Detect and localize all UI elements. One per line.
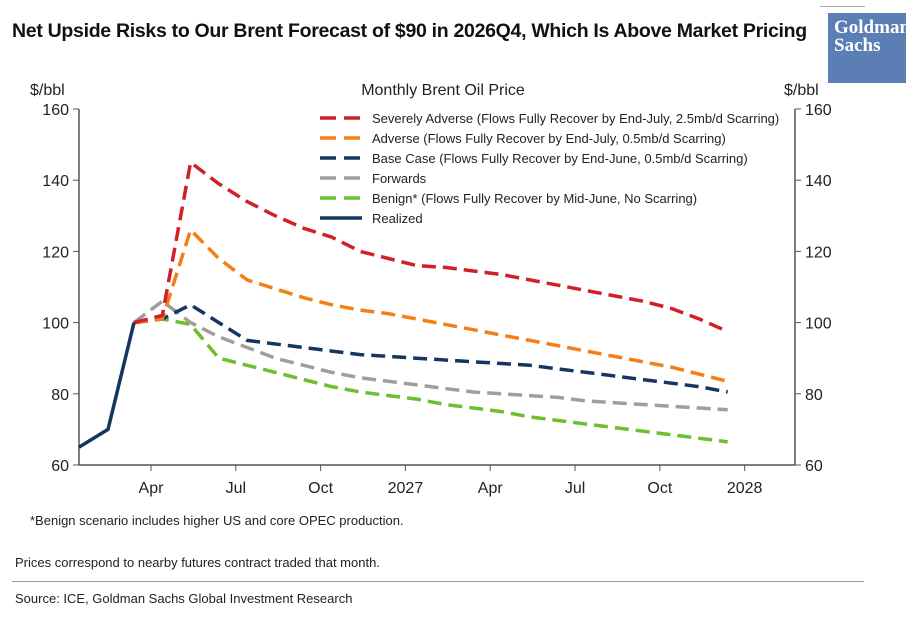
legend-label: Adverse (Flows Fully Recover by End-July… bbox=[372, 131, 726, 146]
x-tick-label: Oct bbox=[308, 480, 333, 497]
series-line-adverse bbox=[133, 228, 729, 383]
x-tick-label: 2027 bbox=[388, 480, 424, 497]
y-tick-label-right: 140 bbox=[805, 173, 832, 190]
series-line-realized bbox=[77, 322, 136, 449]
y-tick-label-right: 60 bbox=[805, 458, 823, 475]
x-tick-label: Apr bbox=[478, 480, 504, 497]
series-line-forwards bbox=[132, 299, 728, 412]
legend-label: Severely Adverse (Flows Fully Recover by… bbox=[372, 111, 779, 126]
y-tick-label-left: 60 bbox=[51, 458, 69, 475]
x-tick-label: Apr bbox=[139, 480, 165, 497]
series-line-base bbox=[133, 303, 729, 394]
y-axis-label-right: $/bbl bbox=[784, 82, 819, 99]
series-line-benign bbox=[133, 317, 728, 444]
top-rule bbox=[820, 6, 865, 7]
x-tick-label: Jul bbox=[226, 480, 246, 497]
y-tick-label-left: 160 bbox=[42, 102, 69, 119]
y-tick-label-right: 80 bbox=[805, 387, 823, 404]
footnote: *Benign scenario includes higher US and … bbox=[30, 513, 404, 528]
source: Source: ICE, Goldman Sachs Global Invest… bbox=[15, 591, 353, 606]
divider bbox=[12, 581, 864, 582]
y-tick-label-right: 100 bbox=[805, 316, 832, 333]
y-tick-label-left: 120 bbox=[42, 244, 69, 261]
legend-label: Forwards bbox=[372, 171, 427, 186]
x-tick-label: Jul bbox=[565, 480, 585, 497]
legend-label: Realized bbox=[372, 211, 423, 226]
y-tick-label-right: 160 bbox=[805, 102, 832, 119]
legend-label: Base Case (Flows Fully Recover by End-Ju… bbox=[372, 151, 748, 166]
x-tick-label: 2028 bbox=[727, 480, 763, 497]
y-tick-label-left: 140 bbox=[42, 173, 69, 190]
y-tick-label-right: 120 bbox=[805, 244, 832, 261]
goldman-sachs-logo: Goldman Sachs bbox=[828, 13, 910, 83]
y-tick-label-left: 100 bbox=[42, 316, 69, 333]
y-axis-label-left: $/bbl bbox=[30, 82, 65, 99]
y-tick-label-left: 80 bbox=[51, 387, 69, 404]
x-tick-label: Oct bbox=[647, 480, 672, 497]
price-note: Prices correspond to nearby futures cont… bbox=[15, 555, 380, 570]
series-line-severely bbox=[133, 160, 729, 334]
chart-title: Monthly Brent Oil Price bbox=[361, 82, 525, 99]
chart-headline: Net Upside Risks to Our Brent Forecast o… bbox=[12, 20, 807, 42]
legend-label: Benign* (Flows Fully Recover by Mid-June… bbox=[372, 191, 697, 206]
